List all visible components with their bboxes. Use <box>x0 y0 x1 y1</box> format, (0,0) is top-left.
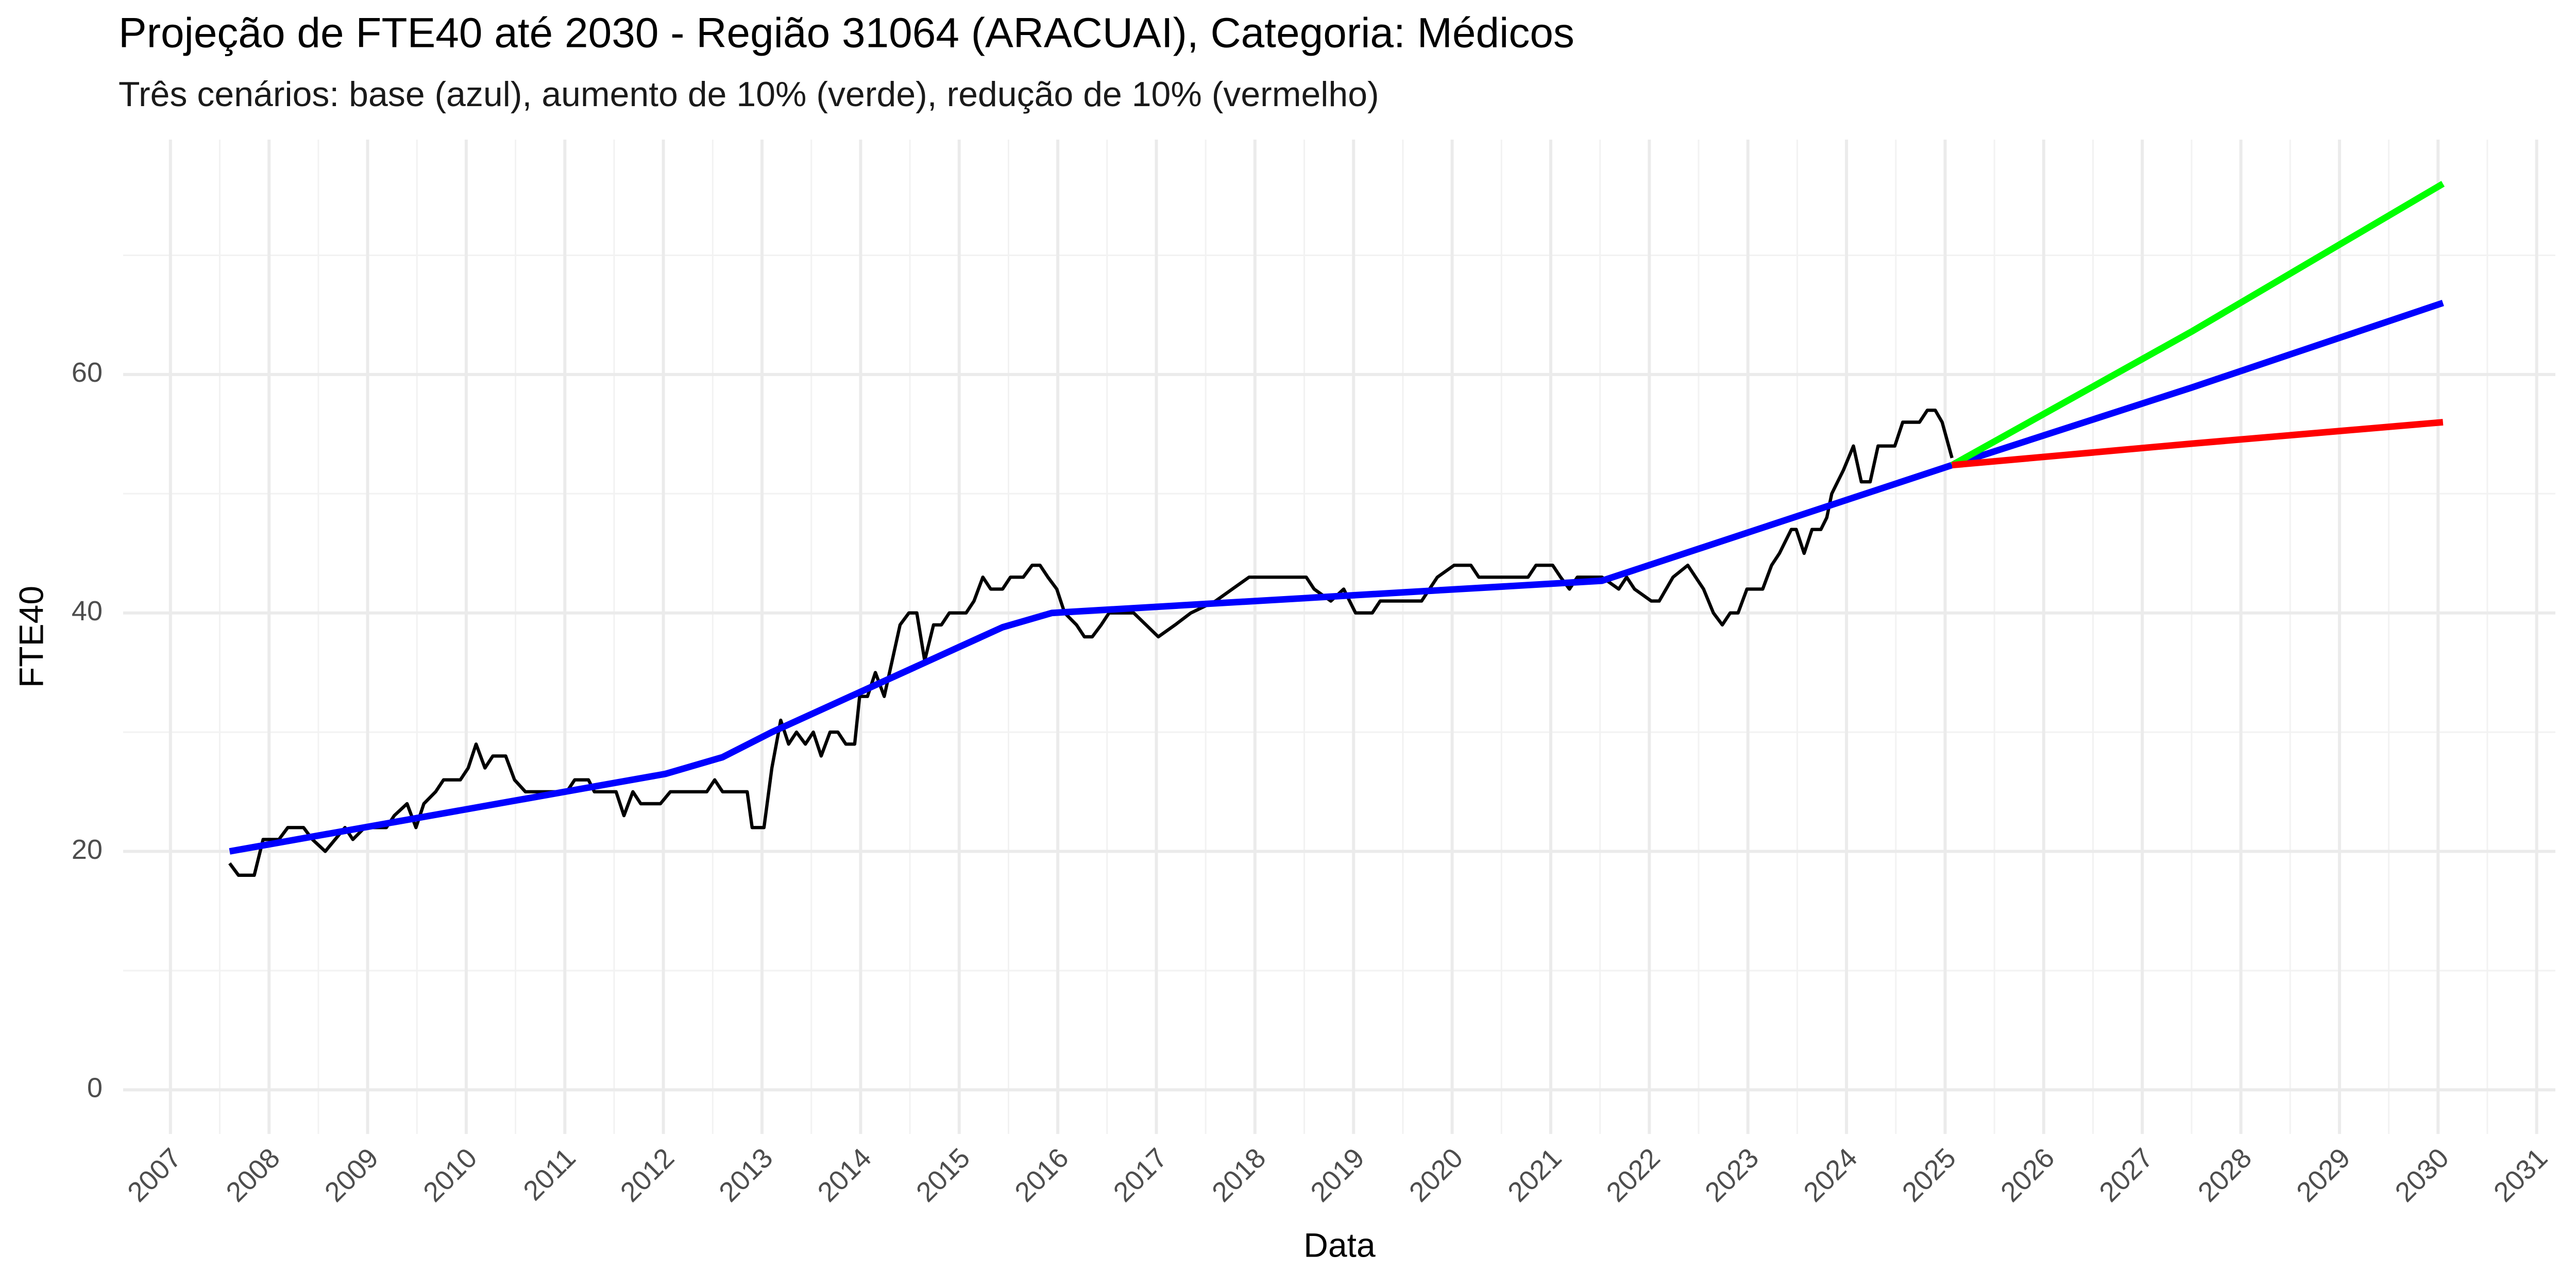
x-tick-label: 2013 <box>713 1142 778 1208</box>
y-tick-label: 40 <box>72 596 103 626</box>
x-tick-label: 2022 <box>1601 1142 1666 1208</box>
data-line <box>228 409 1954 877</box>
y-tick-label: 60 <box>72 357 103 388</box>
x-tick-label: 2017 <box>1108 1142 1173 1208</box>
x-tick-label: 2020 <box>1403 1142 1469 1208</box>
x-tick-label: 2024 <box>1798 1142 1863 1208</box>
x-tick-label: 2015 <box>910 1142 976 1208</box>
x-tick-label: 2019 <box>1304 1142 1370 1208</box>
x-tick-label: 2030 <box>2389 1142 2454 1208</box>
x-tick-label: 2021 <box>1502 1142 1567 1208</box>
data-line <box>229 299 2444 855</box>
x-tick-label: 2031 <box>2488 1142 2553 1208</box>
x-tick-label: 2007 <box>122 1142 187 1208</box>
y-axis-label: FTE40 <box>12 586 50 688</box>
x-tick-label: 2027 <box>2093 1142 2159 1208</box>
x-tick-label: 2010 <box>417 1142 483 1208</box>
x-tick-label: 2009 <box>319 1142 384 1208</box>
x-tick-label: 2014 <box>812 1142 877 1208</box>
y-tick-label: 20 <box>72 834 103 865</box>
x-tick-label: 2026 <box>1995 1142 2060 1208</box>
x-axis-label: Data <box>1303 1226 1376 1264</box>
chart-title: Projeção de FTE40 até 2030 - Região 3106… <box>118 10 1574 57</box>
y-tick-label: 0 <box>87 1073 103 1104</box>
x-tick-label: 2029 <box>2291 1142 2356 1208</box>
x-tick-label: 2023 <box>1699 1142 1765 1208</box>
x-tick-label: 2011 <box>517 1142 582 1207</box>
chart-subtitle: Três cenários: base (azul), aumento de 1… <box>118 75 1379 114</box>
x-tick-label: 2028 <box>2192 1142 2258 1208</box>
x-tick-label: 2025 <box>1896 1142 1962 1208</box>
data-line <box>1950 181 2445 468</box>
x-tick-label: 2008 <box>220 1142 285 1208</box>
x-tick-label: 2012 <box>615 1142 680 1208</box>
x-tick-label: 2016 <box>1009 1142 1074 1208</box>
data-line <box>1952 419 2444 469</box>
x-tick-label: 2018 <box>1206 1142 1272 1208</box>
